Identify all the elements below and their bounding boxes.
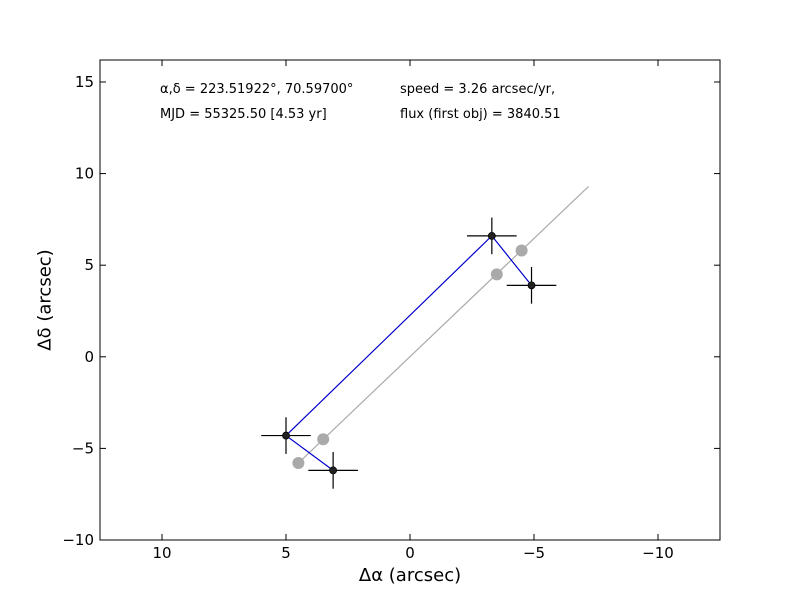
- motion-path: [285, 234, 532, 471]
- x-tick-label: −10: [642, 544, 674, 562]
- x-tick-label: 0: [405, 544, 415, 562]
- model-points-layer: [292, 244, 528, 470]
- x-tick-label: −5: [523, 544, 545, 562]
- measured-point: [282, 431, 290, 440]
- y-tick-label: 5: [84, 256, 94, 274]
- y-tick-label: 0: [84, 348, 94, 366]
- annotation-mjd: MJD = 55325.50 [4.53 yr]: [160, 107, 327, 122]
- tick-labels: 10 5 0 −5 −10 −10 −5 0 5 10 15: [62, 73, 673, 562]
- x-tick-label: 10: [152, 544, 171, 562]
- y-tick-label: 15: [75, 73, 94, 91]
- measured-point: [487, 231, 496, 240]
- tick-marks: [100, 60, 720, 541]
- fit-line-layer: [297, 185, 589, 464]
- plot-frame: [99, 59, 721, 541]
- x-tick-label: 5: [281, 544, 291, 562]
- y-tick-label: −10: [62, 531, 94, 549]
- model-point: [490, 268, 503, 281]
- measured-point: [329, 466, 338, 475]
- y-axis-label: Δδ (arcsec): [34, 249, 56, 351]
- measured-point: [527, 281, 536, 290]
- y-tick-label: 10: [75, 165, 94, 183]
- model-point: [515, 244, 528, 257]
- annotation-coords: α,δ = 223.51922°, 70.59700°: [160, 82, 354, 97]
- y-tick-label: −5: [72, 439, 94, 457]
- annotation-speed: speed = 3.26 arcsec/yr,: [400, 82, 556, 97]
- model-point: [317, 433, 330, 446]
- annotation-flux: flux (first obj) = 3840.51: [400, 107, 561, 122]
- fit-line: [297, 185, 589, 464]
- x-axis-label: Δα (arcsec): [358, 565, 462, 586]
- model-point: [292, 457, 305, 470]
- path-layer: [285, 234, 532, 471]
- measured-points-layer: [261, 217, 557, 489]
